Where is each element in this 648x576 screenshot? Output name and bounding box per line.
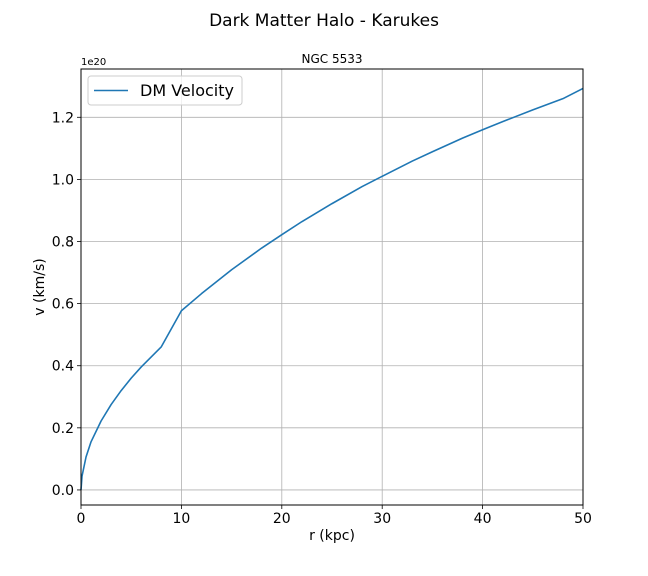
axes-title: NGC 5533	[301, 52, 362, 66]
legend-box	[87, 75, 243, 106]
x-axis-label: r (kpc)	[309, 528, 355, 544]
x-tick-label: 50	[574, 511, 592, 527]
x-tick-label: 10	[172, 511, 190, 527]
series-layer	[80, 87, 584, 490]
x-tick-label: 30	[373, 511, 391, 527]
y-tick-label: 0.6	[52, 297, 74, 313]
y-tick-label: 0.4	[52, 359, 74, 375]
ticks: 0 10 20 30 40 50 0.0 0.2 0.4 0.6 0.8 1.0 1.2	[52, 110, 592, 527]
legend-label-dm-velocity: DM Velocity	[140, 81, 234, 100]
x-tick-label: 40	[474, 511, 492, 527]
y-tick-label: 0.8	[52, 235, 74, 251]
x-tick-label: 20	[273, 511, 291, 527]
y-offset-label: 1e20	[81, 57, 106, 68]
y-axis-label: v (km/s)	[32, 258, 48, 315]
y-tick-label: 0.2	[52, 421, 74, 437]
y-tick-label: 1.0	[52, 172, 74, 188]
y-tick-label: 1.2	[52, 110, 74, 126]
grid	[80, 69, 584, 505]
y-tick-label: 0.0	[52, 483, 74, 499]
plot-area-frame	[80, 68, 584, 506]
legend: DM Velocity	[87, 75, 243, 106]
x-tick-label: 0	[77, 511, 86, 527]
series-line-dm-velocity	[80, 87, 584, 490]
figure-suptitle: Dark Matter Halo - Karukes	[209, 11, 439, 31]
